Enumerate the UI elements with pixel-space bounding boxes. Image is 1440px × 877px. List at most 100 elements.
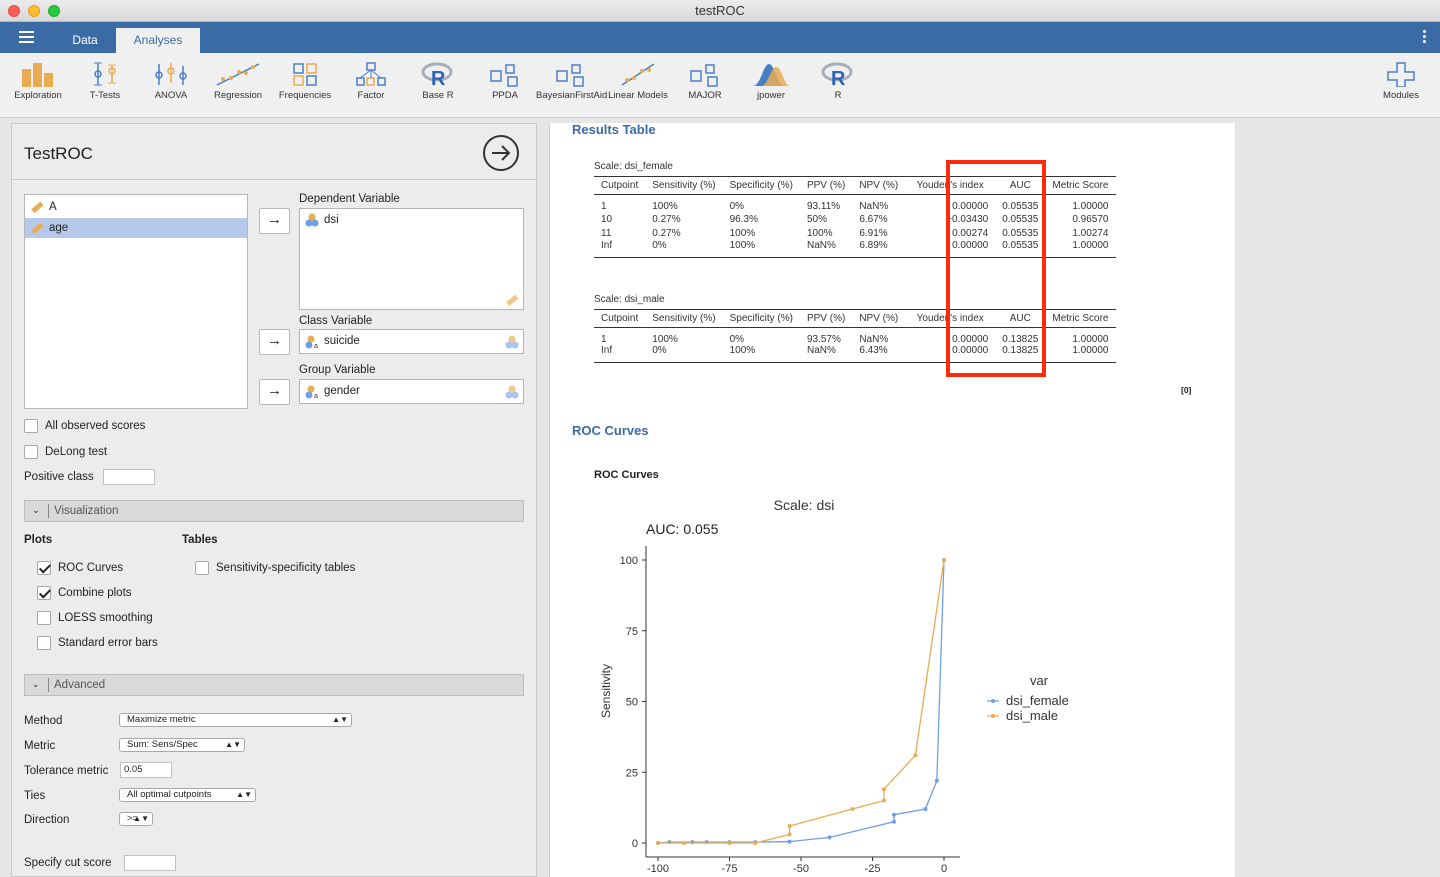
tolerance-input[interactable]: 0.05 — [120, 762, 172, 778]
ribbon-frequencies[interactable]: Frequencies — [270, 61, 340, 101]
ribbon-anova[interactable]: ANOVA — [136, 61, 206, 101]
tab-data[interactable]: Data — [72, 33, 98, 47]
delong-checkbox[interactable] — [24, 445, 38, 459]
data-point — [827, 835, 832, 840]
column-header: AUC — [995, 309, 1046, 328]
jpower-icon — [753, 64, 790, 86]
ribbon-regression[interactable]: Regression — [203, 61, 273, 101]
table-cell: 93.57% — [806, 334, 841, 345]
table-cell: 0.05535 — [1002, 213, 1039, 225]
column-header: Cutpoint — [594, 309, 646, 328]
cut-score-input[interactable] — [124, 855, 176, 871]
y-axis-label: Sensitivity — [599, 664, 613, 718]
table-cell: 0.05535 — [1002, 227, 1039, 239]
ribbon-t-tests[interactable]: T-Tests — [70, 61, 140, 101]
continuous-variable-icon — [31, 201, 44, 214]
std-error-checkbox[interactable] — [37, 636, 51, 650]
ribbon-jpower[interactable]: jpower — [736, 61, 806, 101]
plots-header: Plots — [24, 534, 53, 546]
x-tick-label: -25 — [865, 863, 881, 875]
column-header: Specificity (%) — [722, 309, 800, 328]
variable-list[interactable]: A age — [24, 194, 248, 409]
loess-checkbox[interactable] — [37, 611, 51, 625]
class-variable-box[interactable]: a suicide — [299, 329, 524, 354]
column-header: Metric Score — [1045, 176, 1116, 195]
direction-label: Direction — [24, 814, 70, 826]
column-header: NPV (%) — [852, 309, 906, 328]
svg-text:a: a — [314, 343, 318, 349]
method-value: Maximize metric — [127, 714, 196, 725]
exploration-icon — [22, 63, 53, 87]
table-cell: 0.96570 — [1072, 213, 1109, 225]
legend-key-point — [991, 714, 995, 718]
ribbon-r[interactable]: R R — [803, 61, 873, 101]
results-table-male: Cutpoint Sensitivity (%) Specificity (%) PP… — [594, 309, 1116, 363]
tolerance-label: Tolerance metric — [24, 765, 109, 777]
table-cell: 0.00000 — [952, 201, 989, 212]
ribbon-ppda[interactable]: PPDA — [470, 61, 540, 101]
data-point — [727, 841, 732, 845]
more-options-icon[interactable] — [1423, 30, 1426, 45]
advanced-section-header[interactable]: ⌄ Advanced — [24, 674, 524, 696]
results-table-heading: Results Table — [572, 122, 656, 137]
tables-header: Tables — [182, 534, 218, 546]
combine-plots-checkbox[interactable] — [37, 586, 51, 600]
table-cell: 100% — [806, 227, 833, 239]
list-item-selected[interactable]: age — [25, 218, 247, 238]
ribbon-exploration[interactable]: Exploration — [3, 61, 73, 101]
table-cell: 0.13825 — [995, 345, 1046, 363]
data-point — [891, 812, 896, 817]
move-to-dependent-button[interactable]: → — [259, 208, 290, 234]
table-cell: 6.67% — [859, 213, 888, 225]
frequencies-icon — [293, 63, 317, 86]
run-arrow-icon[interactable] — [482, 134, 520, 172]
table-cell: NaN% — [859, 334, 889, 345]
table-cell: NaN% — [859, 201, 889, 212]
tab-analyses[interactable]: Analyses — [116, 28, 200, 53]
ribbon-factor[interactable]: Factor — [336, 61, 406, 101]
ribbon-label: jpower — [757, 90, 785, 101]
roc-curves-checkbox[interactable] — [37, 561, 51, 575]
chevron-down-icon: ⌄ — [32, 505, 40, 515]
ribbon-modules[interactable]: Modules — [1366, 61, 1436, 101]
move-to-class-button[interactable]: → — [259, 329, 290, 355]
metric-select[interactable]: Sum: Sens/Spec ▲▼ — [119, 738, 245, 752]
dependent-variable-label: Dependent Variable — [299, 193, 400, 205]
method-select[interactable]: Maximize metric ▲▼ — [119, 713, 352, 727]
table-cell: 100% — [729, 227, 756, 239]
move-to-group-button[interactable]: → — [259, 379, 290, 405]
data-point — [934, 778, 939, 783]
ribbon-bayesian-first-aid[interactable]: BayesianFirstAid — [536, 61, 607, 101]
sens-spec-tables-checkbox[interactable] — [195, 561, 209, 575]
updown-icon: ▲▼ — [332, 715, 348, 724]
ties-select[interactable]: All optimal cutpoints ▲▼ — [119, 788, 256, 802]
ribbon-linear-models[interactable]: Linear Models — [603, 61, 673, 101]
ribbon-base-r[interactable]: R Base R — [403, 61, 473, 101]
ribbon-label: R — [834, 90, 842, 101]
all-observed-checkbox[interactable] — [24, 419, 38, 433]
data-point — [913, 753, 918, 758]
table-header-row: Cutpoint Sensitivity (%) Specificity (%) PP… — [594, 309, 1116, 328]
table-row: 11 0.27% 100% 100% 6.91% 0.00274 0.05535 1.0027… — [594, 226, 1116, 240]
data-point — [881, 798, 886, 803]
dependent-variable-box[interactable]: dsi — [299, 208, 524, 310]
hamburger-menu-icon[interactable] — [19, 31, 34, 43]
std-error-label: Standard error bars — [58, 637, 158, 649]
window-title: testROC — [695, 3, 745, 18]
ribbon-major[interactable]: MAJOR — [670, 61, 740, 101]
group-variable-box[interactable]: a gender — [299, 379, 524, 404]
close-window-button[interactable] — [8, 5, 20, 17]
data-point — [891, 819, 896, 824]
direction-select[interactable]: >= ▲▼ — [119, 812, 153, 826]
positive-class-input[interactable] — [103, 469, 155, 485]
delong-label: DeLong test — [45, 446, 108, 458]
ribbon-label: Regression — [213, 90, 263, 101]
minimize-window-button[interactable] — [28, 5, 40, 17]
data-point — [787, 839, 792, 844]
column-header: NPV (%) — [852, 176, 906, 195]
list-item[interactable]: A — [25, 197, 247, 217]
visualization-section-header[interactable]: ⌄ Visualization — [24, 500, 524, 522]
table-header-row: Cutpoint Sensitivity (%) Specificity (%) PP… — [594, 176, 1116, 195]
maximize-window-button[interactable] — [48, 5, 60, 17]
updown-icon: ▲▼ — [225, 740, 241, 749]
